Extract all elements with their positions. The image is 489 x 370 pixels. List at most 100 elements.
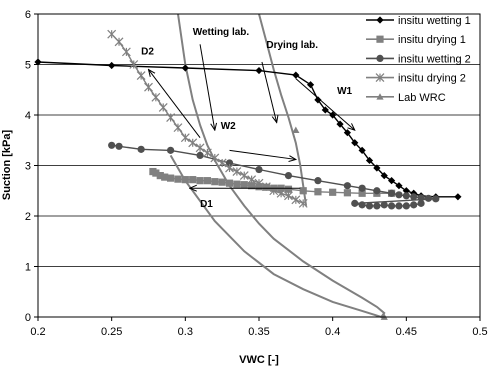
circle-point xyxy=(196,151,204,159)
square-point xyxy=(376,35,384,43)
circle-point xyxy=(380,201,388,209)
square-point xyxy=(248,182,256,190)
asterisk-point xyxy=(254,178,264,188)
asterisk-point xyxy=(375,73,385,83)
asterisk-point xyxy=(232,167,242,176)
asterisk-point xyxy=(107,29,117,39)
legend-label: Lab WRC xyxy=(398,92,446,104)
annotation-label: Wetting lab. xyxy=(193,27,250,38)
x-tick-label: 0.4 xyxy=(325,326,340,338)
annotation-label: W2 xyxy=(221,121,236,132)
circle-point xyxy=(108,141,116,149)
diamond-point xyxy=(402,187,410,195)
circle-point xyxy=(417,199,425,207)
diamond-point xyxy=(343,129,351,137)
square-point xyxy=(218,178,226,186)
series-asterisk xyxy=(107,29,308,208)
circle-point xyxy=(410,193,418,201)
asterisk-point xyxy=(203,148,212,158)
circle-point xyxy=(376,54,384,63)
legend-item: insitu wetting 2 xyxy=(366,53,471,65)
asterisk-point xyxy=(158,103,168,112)
diamond-point xyxy=(314,96,322,104)
asterisk-point xyxy=(276,188,286,198)
diamond-point xyxy=(336,120,344,128)
annotation-arrow xyxy=(199,44,215,130)
annotation-arrow xyxy=(229,149,296,159)
circle-point xyxy=(432,195,440,203)
curve-layer xyxy=(169,13,386,319)
square-point xyxy=(181,176,189,184)
x-tick-label: 0.5 xyxy=(472,326,487,338)
asterisk-point xyxy=(195,143,205,153)
square-point xyxy=(174,175,182,183)
circle-point xyxy=(115,142,123,150)
circle-point xyxy=(395,202,403,210)
square-point xyxy=(358,189,366,197)
circle-point xyxy=(167,146,175,154)
legend-item: Lab WRC xyxy=(366,92,446,104)
diamond-point xyxy=(181,64,189,72)
square-point xyxy=(240,181,248,189)
square-point xyxy=(189,176,197,184)
legend-label: insitu wetting 2 xyxy=(398,53,471,65)
diamond-point xyxy=(376,16,384,24)
asterisk-point xyxy=(180,133,190,143)
y-tick-label: 5 xyxy=(25,60,31,72)
diamond-point xyxy=(306,81,315,89)
series-layer xyxy=(34,29,462,320)
asterisk-point xyxy=(247,175,257,185)
lab-curve-line xyxy=(258,13,308,207)
asterisk-point xyxy=(298,198,308,208)
circle-point xyxy=(388,189,396,197)
triangle-point xyxy=(376,93,384,100)
diamond-point xyxy=(255,66,263,75)
diamond-point xyxy=(373,164,381,172)
series-diamond xyxy=(34,58,462,201)
asterisk-point xyxy=(166,113,176,122)
x-tick-label: 0.45 xyxy=(396,326,417,338)
y-tick-label: 0 xyxy=(25,312,31,324)
asterisk-point xyxy=(144,82,153,92)
circle-point xyxy=(358,184,366,192)
square-point xyxy=(156,172,164,180)
y-axis-title: Suction [kPa] xyxy=(1,130,13,201)
circle-point xyxy=(373,187,381,195)
annotation-layer: Wetting lab. Drying lab. W1 W2 D1 D2 xyxy=(141,27,352,210)
diamond-point xyxy=(454,193,462,201)
asterisk-point xyxy=(136,71,146,81)
circle-point xyxy=(395,191,403,199)
diamond-point xyxy=(380,172,388,180)
square-point xyxy=(343,189,351,197)
diamond-point xyxy=(365,156,374,165)
x-tick-label: 0.3 xyxy=(178,326,193,338)
series-line xyxy=(152,170,392,195)
annotation-label: Drying lab. xyxy=(266,40,318,51)
x-tick-label: 0.35 xyxy=(248,326,269,338)
asterisk-point xyxy=(225,163,234,173)
square-point xyxy=(314,188,322,196)
asterisk-point xyxy=(129,60,139,69)
diamond-point xyxy=(351,139,359,147)
square-point xyxy=(196,177,204,185)
circle-point xyxy=(351,199,359,207)
diamond-point xyxy=(388,177,396,185)
legend-label: insitu drying 2 xyxy=(398,73,466,85)
legend-item: insitu drying 1 xyxy=(366,34,466,46)
square-point xyxy=(329,188,337,196)
square-point xyxy=(284,185,293,193)
legend-item: insitu wetting 1 xyxy=(366,15,471,27)
annotation-arrow xyxy=(261,61,277,123)
legend-label: insitu wetting 1 xyxy=(398,15,471,27)
asterisk-point xyxy=(217,158,227,168)
y-tick-label: 3 xyxy=(25,161,31,173)
asterisk-point xyxy=(291,195,301,205)
square-point xyxy=(225,179,234,187)
circle-point xyxy=(358,201,366,209)
diamond-point xyxy=(395,182,403,190)
annotation-label: D2 xyxy=(141,46,154,57)
circle-point xyxy=(410,201,418,209)
arrow-layer xyxy=(149,44,355,188)
asterisk-point xyxy=(261,182,271,192)
